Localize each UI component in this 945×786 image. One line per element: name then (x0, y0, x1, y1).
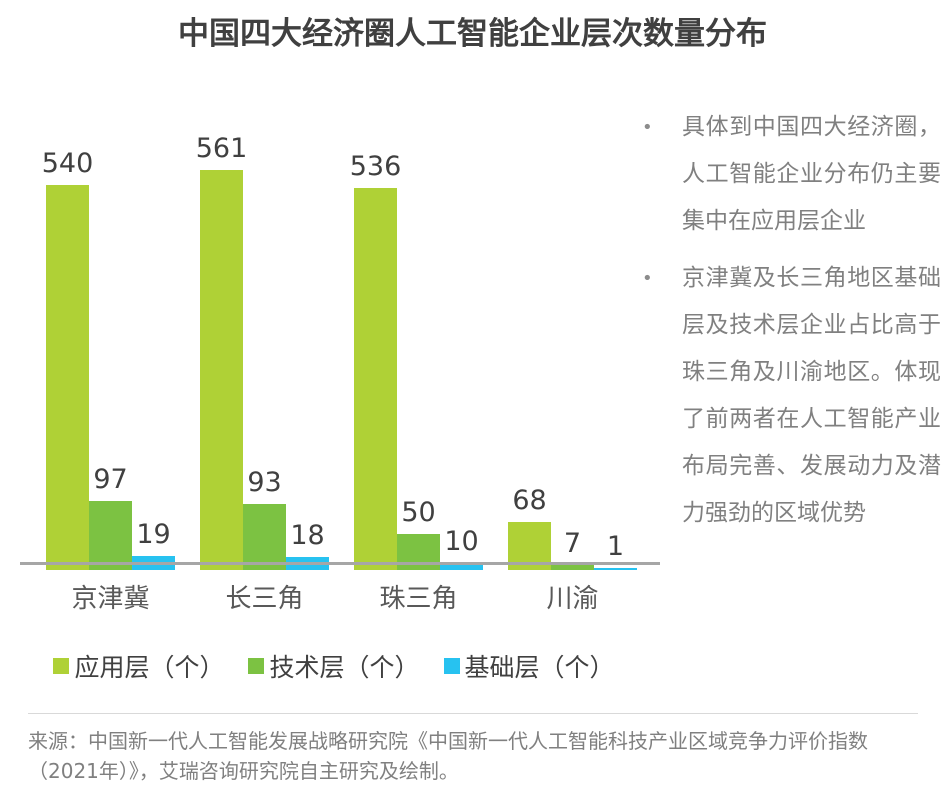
bar[interactable] (594, 568, 637, 570)
bullet-dot-icon: • (642, 268, 653, 289)
legend-item[interactable]: 基础层（个） (443, 648, 615, 684)
legend-label: 技术层（个） (269, 653, 420, 682)
bar-value-label: 10 (444, 525, 479, 557)
x-axis-label-3: 川渝 (546, 584, 599, 614)
x-axis-label-0: 京津冀 (71, 584, 150, 614)
bar[interactable] (440, 562, 483, 570)
commentary-bullet-text: 具体到中国四大经济圈，人工智能企业分布仍主要集中在应用层企业 (682, 114, 941, 234)
bar-value-label: 7 (563, 528, 582, 560)
bar[interactable] (46, 184, 89, 570)
bar-group: 561 93 18 (196, 95, 329, 570)
bar-value-label: 19 (136, 519, 171, 551)
bar-value-label: 18 (290, 520, 325, 552)
bar[interactable] (508, 521, 551, 570)
bar-group: 68 7 1 (508, 95, 637, 570)
commentary-bullet-text: 京津冀及长三角地区基础层及技术层企业占比高于珠三角及川渝地区。体现了前两者在人工… (682, 265, 941, 526)
bar-value-label: 93 (247, 466, 282, 498)
bar-value-label: 536 (349, 150, 402, 182)
legend-item[interactable]: 应用层（个） (53, 648, 224, 684)
x-axis-label-2: 珠三角 (379, 584, 458, 614)
bar[interactable] (551, 565, 594, 570)
bar[interactable] (89, 500, 132, 570)
bar-value-label: 50 (401, 497, 436, 529)
bar[interactable] (243, 503, 286, 570)
legend-swatch-icon (248, 658, 265, 674)
bar[interactable] (200, 170, 243, 570)
commentary-panel: • 具体到中国四大经济圈，人工智能企业分布仍主要集中在应用层企业 • 京津冀及长三角地… (636, 104, 941, 547)
legend-swatch-icon (53, 658, 70, 674)
bar-group: 536 50 10 (350, 95, 483, 570)
bar-value-label: 68 (512, 484, 547, 516)
footer-divider (28, 713, 918, 714)
bar-value-label: 97 (93, 463, 128, 495)
bullet-dot-icon: • (642, 117, 653, 138)
legend-label: 基础层（个） (464, 653, 615, 682)
bar-value-label: 1 (606, 531, 625, 562)
chart-plot-area: 540 97 19 561 93 18 536 50 10 68 7 1 (0, 95, 668, 570)
legend-label: 应用层（个） (74, 653, 225, 682)
bar-value-label: 561 (195, 133, 248, 164)
legend-item[interactable]: 技术层（个） (248, 648, 420, 684)
commentary-bullet: • 京津冀及长三角地区基础层及技术层企业占比高于珠三角及川渝地区。体现了前两者在人… (636, 255, 941, 537)
commentary-bullet: • 具体到中国四大经济圈，人工智能企业分布仍主要集中在应用层企业 (636, 104, 941, 245)
x-axis-category-labels: 京津冀 长三角 珠三角 川渝 (0, 578, 668, 623)
page-title: 中国四大经济圈人工智能企业层次数量分布 (178, 16, 767, 52)
x-axis-label-1: 长三角 (225, 584, 304, 614)
chart-legend: 应用层（个） 技术层（个） 基础层（个） (0, 648, 668, 684)
x-axis-line (20, 562, 660, 565)
source-note: 来源：中国新一代人工智能发展战略研究院《中国新一代人工智能科技产业区域竞争力评价… (28, 729, 868, 783)
bar-value-label: 540 (41, 147, 94, 179)
legend-swatch-icon (443, 658, 460, 674)
bar-group: 540 97 19 (42, 95, 175, 570)
bar[interactable] (354, 187, 397, 570)
